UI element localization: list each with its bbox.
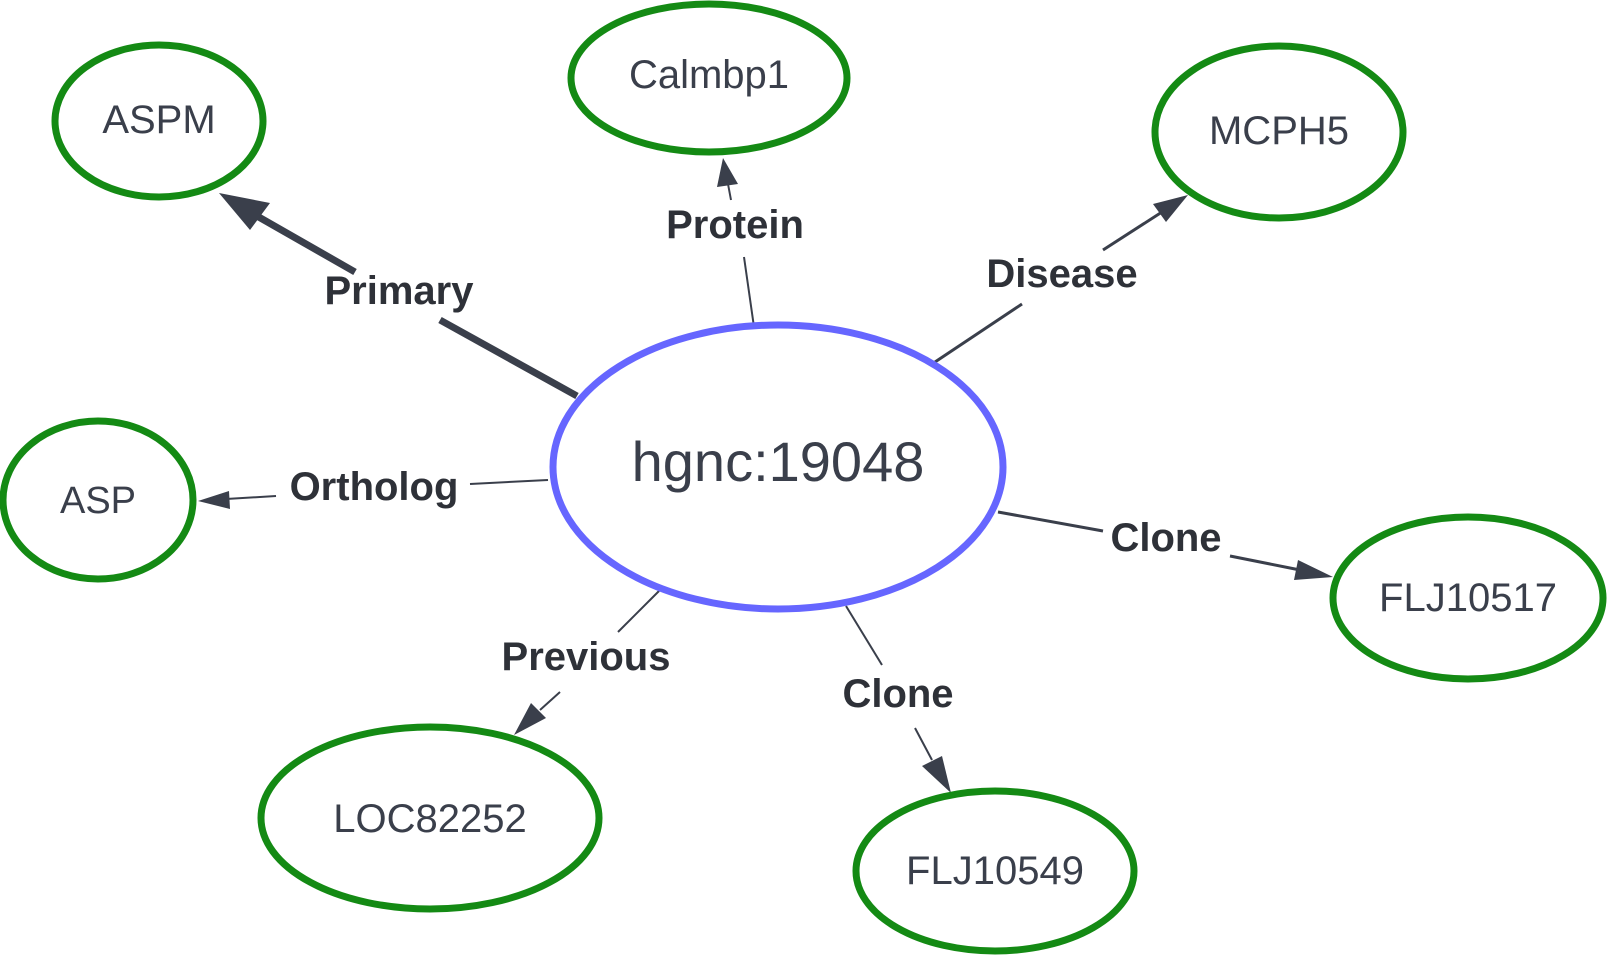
edge-previous-line-far bbox=[540, 692, 560, 710]
node-mcph5-label: MCPH5 bbox=[1209, 109, 1349, 153]
edge-primary-line-near bbox=[440, 320, 577, 396]
edge-protein-line-near bbox=[744, 257, 754, 327]
edge-label-previous: Previous bbox=[502, 635, 671, 679]
node-flj10517[interactable]: FLJ10517 bbox=[1333, 517, 1603, 679]
node-calmbp1-label: Calmbp1 bbox=[629, 53, 789, 97]
edge-protein-line-far bbox=[728, 184, 731, 200]
edge-disease-line-far bbox=[1103, 212, 1162, 250]
edge-primary-arrow bbox=[219, 193, 270, 230]
edge-protein: Protein bbox=[666, 158, 804, 327]
edge-primary-line-far bbox=[250, 212, 355, 272]
edge-clone-bottom-line-far bbox=[915, 728, 932, 760]
edge-clone-bottom-line-near bbox=[846, 606, 882, 665]
edge-ortholog: Ortholog bbox=[198, 465, 548, 509]
edge-previous: Previous bbox=[502, 591, 671, 735]
edge-label-clone-bottom: Clone bbox=[842, 672, 953, 716]
edge-disease-arrow bbox=[1153, 195, 1188, 222]
node-loc82252[interactable]: LOC82252 bbox=[261, 727, 599, 909]
edge-previous-line-near bbox=[618, 591, 659, 632]
node-asp-label: ASP bbox=[60, 480, 136, 522]
node-center[interactable]: hgnc:19048 bbox=[553, 325, 1003, 609]
edge-disease-line-near bbox=[935, 304, 1022, 362]
edge-label-primary: Primary bbox=[325, 269, 475, 313]
edge-clone-bottom: Clone bbox=[842, 606, 953, 793]
node-flj10549-label: FLJ10549 bbox=[906, 849, 1084, 893]
node-flj10517-label: FLJ10517 bbox=[1379, 576, 1557, 620]
edge-protein-arrow bbox=[717, 158, 738, 187]
edge-disease: Disease bbox=[935, 195, 1188, 362]
edge-clone-right-line-near bbox=[998, 512, 1103, 531]
edge-label-clone-right: Clone bbox=[1110, 516, 1221, 560]
node-aspm-label: ASPM bbox=[102, 98, 215, 142]
edge-clone-right-line-far bbox=[1230, 556, 1300, 570]
edge-primary: Primary bbox=[219, 193, 577, 396]
node-asp[interactable]: ASP bbox=[3, 421, 193, 579]
node-flj10549[interactable]: FLJ10549 bbox=[856, 791, 1134, 951]
edge-ortholog-arrow bbox=[198, 491, 230, 509]
edge-clone-right: Clone bbox=[998, 512, 1333, 580]
node-loc82252-label: LOC82252 bbox=[333, 797, 526, 841]
node-mcph5[interactable]: MCPH5 bbox=[1155, 46, 1403, 218]
edge-clone-bottom-arrow bbox=[922, 756, 951, 793]
edge-label-protein: Protein bbox=[666, 203, 804, 247]
node-calmbp1[interactable]: Calmbp1 bbox=[571, 4, 847, 152]
node-aspm[interactable]: ASPM bbox=[55, 45, 263, 197]
edge-label-disease: Disease bbox=[986, 252, 1137, 296]
edge-ortholog-line-far bbox=[226, 496, 276, 499]
edge-clone-right-arrow bbox=[1294, 560, 1333, 580]
edge-ortholog-line-near bbox=[470, 480, 548, 484]
node-center-label: hgnc:19048 bbox=[632, 430, 925, 493]
edge-label-ortholog: Ortholog bbox=[290, 465, 459, 509]
